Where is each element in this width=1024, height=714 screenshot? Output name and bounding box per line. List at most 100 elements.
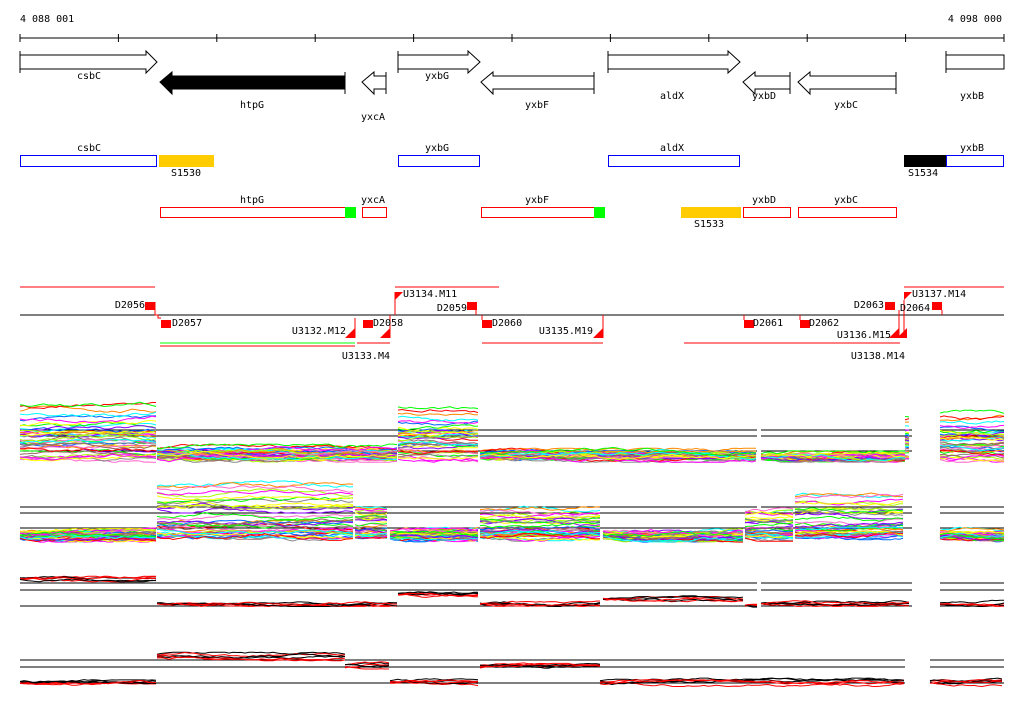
expression-profile-line [19, 528, 157, 533]
gene-arrow-yxbG[interactable] [397, 49, 481, 75]
gene-arrow-yxbD[interactable] [742, 70, 791, 96]
expression-profile-line [354, 506, 388, 510]
downshift-D2061[interactable]: D2061 [753, 318, 784, 329]
annot-box-yxbD[interactable] [743, 207, 791, 218]
expression-profile-line [760, 450, 905, 455]
downshift-D2056[interactable]: D2056 [114, 300, 145, 311]
expression-profile-line [929, 679, 1003, 684]
expression-profile-line [156, 653, 346, 659]
expression-profile-line [19, 453, 157, 459]
expression-profile-line [599, 679, 905, 685]
ruler-axis [19, 34, 1005, 42]
annot-box-yxcA[interactable] [362, 207, 387, 218]
expression-profile-line [939, 435, 1005, 441]
expression-profile-line [479, 451, 757, 461]
gene-arrow-htpG[interactable] [159, 70, 346, 96]
upshift-U3132.M12[interactable]: U3132.M12 [291, 326, 346, 337]
expression-profile-line [156, 504, 354, 510]
expression-profile-line [389, 679, 479, 683]
expression-profile-line [761, 600, 910, 605]
expression-profile-line [760, 602, 910, 607]
downshift-D2060[interactable]: D2060 [492, 318, 523, 329]
expression-profile-line [760, 454, 906, 462]
expression-profile-line [744, 529, 794, 533]
gene-arrow-yxbB[interactable] [945, 54, 1005, 70]
expression-profile-line [794, 518, 904, 526]
annot-box-yxbF[interactable] [481, 207, 595, 218]
expression-profile-line [599, 677, 905, 685]
expression-profile-line [19, 447, 157, 453]
terminator-yxbF [594, 207, 605, 218]
expression-profile-line [397, 441, 479, 446]
expression-profile-line [156, 654, 346, 661]
gene-arrow-yxbF[interactable] [480, 70, 595, 96]
expression-profile-line [156, 448, 398, 456]
expression-profile-line [19, 450, 157, 458]
expression-panel-3 [19, 575, 1005, 608]
expression-profile-line [156, 453, 398, 463]
expression-profile-line [479, 509, 601, 517]
expression-panel-1 [19, 401, 1005, 463]
gene-arrow-aldX[interactable] [607, 49, 741, 75]
annot-box-yxbG[interactable] [398, 155, 480, 167]
expression-profile-line [156, 453, 398, 461]
expression-profile-line [398, 436, 479, 442]
downshift-D2057[interactable]: D2057 [172, 318, 203, 329]
gene-arrow-yxbC[interactable] [797, 70, 897, 96]
expression-profile-line [397, 450, 479, 457]
annot-box-yxbC[interactable] [798, 207, 897, 218]
expression-profile-line [744, 519, 794, 523]
expression-profile-line [904, 436, 910, 439]
expression-profile-line [19, 439, 157, 444]
downshift-D2058[interactable]: D2058 [373, 318, 404, 329]
expression-profile-line [397, 592, 479, 598]
upshift-U3134.M11[interactable]: U3134.M11 [403, 289, 458, 300]
downshift-D2062[interactable]: D2062 [809, 318, 840, 329]
expression-profile-line [19, 576, 157, 580]
expression-profile-line [479, 512, 601, 519]
expression-profile-line [939, 415, 1005, 421]
gene-arrow-yxcA[interactable] [361, 70, 387, 96]
site-S1530[interactable] [159, 155, 214, 167]
expression-profile-line [19, 425, 157, 432]
annot-label-yxbF: yxbF [524, 195, 550, 206]
downshift-D2059[interactable]: D2059 [436, 303, 467, 314]
upshift-U3135.M19[interactable]: U3135.M19 [538, 326, 593, 337]
expression-profile-line [19, 457, 157, 463]
expression-profile-line [397, 456, 479, 460]
expression-profile-line [354, 533, 388, 536]
expression-profile-line [479, 525, 601, 533]
expression-profile-line [19, 535, 157, 542]
expression-profile-line [744, 605, 757, 608]
expression-profile-line [156, 488, 354, 498]
upshift-U3136.M15[interactable]: U3136.M15 [836, 330, 891, 341]
upshift-U3133.M4[interactable]: U3133.M4 [341, 351, 390, 362]
expression-profile-line [479, 521, 601, 529]
annot-box-aldX[interactable] [608, 155, 740, 167]
expression-profile-line [397, 458, 479, 463]
expression-profile-line [397, 419, 479, 424]
downshift-D2063[interactable]: D2063 [853, 300, 884, 311]
gene-arrow-csbC[interactable] [19, 49, 158, 75]
expression-profile-line [479, 453, 757, 460]
upshift-U3137.M14[interactable]: U3137.M14 [912, 289, 967, 300]
expression-profile-line [397, 435, 479, 440]
annot-box-csbC[interactable] [20, 155, 157, 167]
expression-profile-line [19, 415, 157, 424]
site-label-S1533: S1533 [693, 219, 725, 230]
expression-profile-line [744, 511, 794, 518]
upshift-U3138.M14[interactable]: U3138.M14 [850, 351, 905, 362]
site-S1533[interactable] [681, 207, 741, 218]
expression-profile-line [397, 429, 479, 436]
site-S1534[interactable] [904, 155, 946, 167]
expression-profile-line [19, 405, 157, 414]
annot-label-yxbC: yxbC [833, 195, 859, 206]
expression-profile-line [602, 534, 744, 541]
expression-profile-line [904, 441, 910, 443]
expression-profile-line [939, 436, 1005, 442]
annot-box-htpG[interactable] [160, 207, 346, 218]
downshift-D2064[interactable]: D2064 [900, 303, 931, 314]
annot-label-aldX: aldX [659, 143, 685, 154]
gene-label-yxbD: yxbD [751, 91, 777, 102]
annot-box-yxbB[interactable] [946, 155, 1004, 167]
